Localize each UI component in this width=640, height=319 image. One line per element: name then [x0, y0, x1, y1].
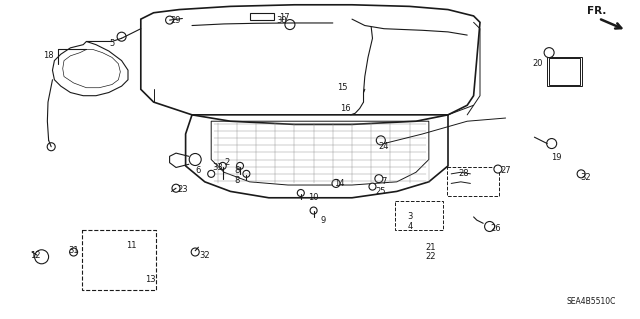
Circle shape [375, 174, 383, 183]
Text: 20: 20 [532, 59, 543, 68]
Text: 24: 24 [379, 142, 389, 151]
Text: 2: 2 [225, 158, 230, 167]
Text: SEA4B5510C: SEA4B5510C [566, 297, 616, 306]
Circle shape [191, 248, 199, 256]
Text: 6: 6 [196, 166, 201, 175]
Bar [395, 201, 443, 230]
Text: 10: 10 [308, 193, 319, 202]
Circle shape [243, 170, 250, 177]
Circle shape [189, 153, 201, 166]
Text: 22: 22 [426, 252, 436, 261]
Bar [250, 13, 274, 20]
Text: 32: 32 [200, 251, 210, 260]
Circle shape [117, 32, 126, 41]
Text: 32: 32 [580, 173, 591, 182]
Bar [547, 57, 582, 86]
Text: 5: 5 [109, 39, 115, 48]
Circle shape [494, 165, 502, 173]
Text: 30: 30 [276, 16, 287, 25]
Text: 8: 8 [234, 176, 239, 185]
Text: 19: 19 [552, 153, 562, 162]
Text: 25: 25 [376, 187, 386, 196]
Circle shape [285, 19, 295, 30]
Text: 27: 27 [500, 166, 511, 175]
Circle shape [220, 162, 226, 169]
Circle shape [298, 189, 304, 197]
Text: 4: 4 [408, 222, 413, 231]
Text: 3: 3 [408, 212, 413, 221]
Text: 12: 12 [30, 251, 40, 260]
Text: 18: 18 [43, 51, 53, 60]
Bar [447, 167, 499, 196]
Bar [82, 230, 156, 290]
Text: 16: 16 [340, 104, 351, 113]
Text: 21: 21 [426, 243, 436, 252]
Text: 11: 11 [126, 241, 136, 250]
Circle shape [547, 138, 557, 149]
Text: 17: 17 [280, 13, 290, 22]
Circle shape [577, 170, 585, 178]
Circle shape [70, 248, 77, 256]
Circle shape [237, 162, 243, 169]
Text: 15: 15 [337, 83, 348, 92]
Circle shape [544, 48, 554, 58]
Circle shape [484, 221, 495, 232]
Circle shape [310, 207, 317, 214]
Circle shape [208, 170, 214, 177]
Circle shape [35, 250, 49, 264]
Text: 23: 23 [177, 185, 188, 194]
Circle shape [172, 184, 180, 192]
Text: 26: 26 [491, 224, 501, 233]
Circle shape [47, 143, 55, 151]
Text: FR.: FR. [587, 6, 606, 16]
Circle shape [369, 183, 376, 190]
Text: 13: 13 [145, 275, 156, 284]
Text: 14: 14 [334, 179, 344, 188]
Bar [549, 58, 580, 85]
Text: 28: 28 [459, 169, 469, 178]
Circle shape [332, 179, 340, 188]
Circle shape [166, 16, 173, 24]
Text: 7: 7 [381, 177, 387, 186]
Text: 33: 33 [212, 163, 223, 172]
Text: 29: 29 [171, 16, 181, 25]
Circle shape [376, 136, 385, 145]
Text: 8: 8 [234, 166, 239, 175]
Text: 31: 31 [68, 246, 79, 255]
Text: 9: 9 [321, 216, 326, 225]
